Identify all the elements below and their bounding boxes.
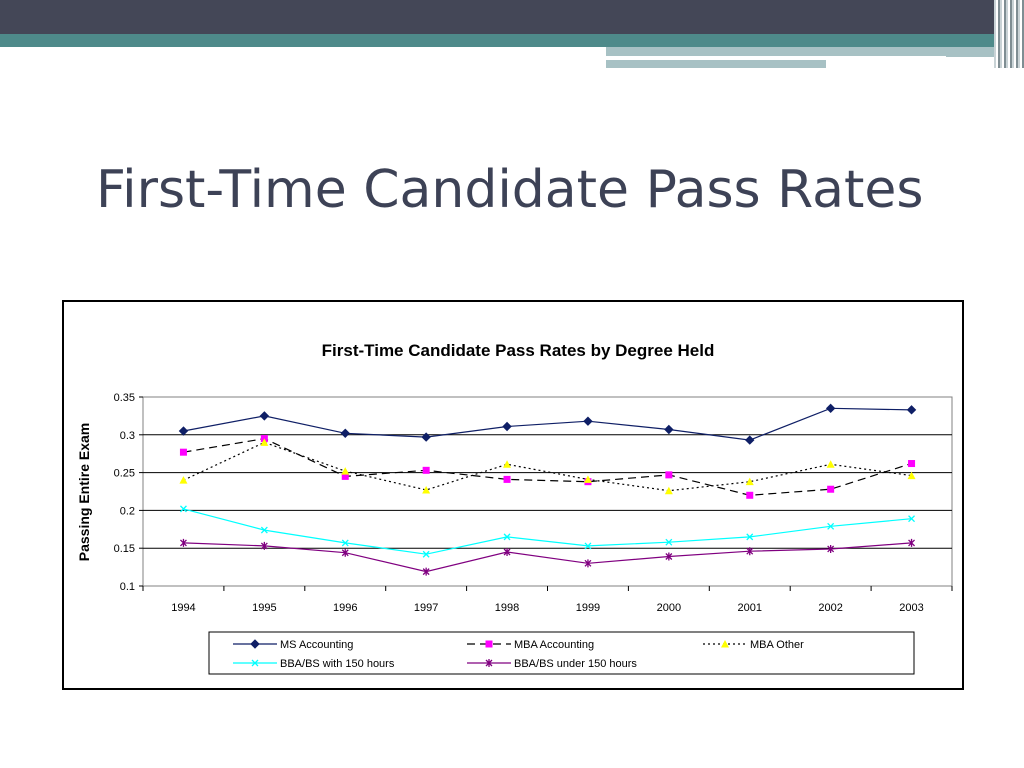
header-banner-line (0, 47, 606, 51)
x-tick-label: 1998 (495, 602, 519, 614)
data-point-4 (665, 552, 673, 561)
data-point-1 (827, 485, 835, 493)
data-point-1 (503, 475, 511, 483)
data-point-4 (422, 567, 430, 576)
data-point-0 (583, 416, 593, 426)
data-point-0 (745, 435, 755, 445)
line-chart: First-Time Candidate Pass Rates by Degre… (76, 341, 953, 675)
x-tick-label: 2003 (899, 602, 923, 614)
data-point-0 (906, 405, 917, 415)
data-point-3 (503, 533, 511, 541)
chart-title: First-Time Candidate Pass Rates by Degre… (322, 341, 715, 360)
data-point-3 (422, 550, 430, 558)
data-point-2 (503, 460, 512, 468)
data-point-2 (341, 467, 350, 475)
x-tick-label: 2001 (738, 602, 762, 614)
data-point-1 (422, 466, 430, 474)
data-point-4 (179, 538, 187, 547)
x-tick-label: 1995 (252, 602, 276, 614)
y-tick-label: 0.1 (120, 581, 135, 593)
data-point-0 (664, 424, 674, 435)
legend-label: MS Accounting (280, 639, 353, 651)
y-tick-label: 0.3 (120, 430, 135, 442)
legend-swatch-marker (485, 659, 493, 667)
x-tick-label: 1999 (576, 602, 600, 614)
data-point-4 (908, 538, 916, 547)
data-point-3 (827, 522, 835, 530)
data-point-2 (583, 475, 592, 483)
data-point-0 (825, 403, 836, 414)
data-point-3 (341, 539, 349, 547)
series-line-1 (183, 437, 912, 496)
header-banner-teal (0, 34, 1024, 47)
data-point-1 (179, 448, 187, 456)
legend-swatch-marker (251, 659, 259, 667)
data-point-2 (664, 486, 673, 495)
data-point-4 (746, 547, 754, 556)
data-point-3 (179, 505, 187, 513)
legend-label: MBA Accounting (514, 639, 594, 651)
chart-legend (208, 631, 915, 675)
series-line-3 (183, 508, 912, 555)
y-tick-label: 0.2 (120, 505, 135, 517)
x-tick-label: 1996 (333, 602, 357, 614)
data-point-1 (746, 491, 754, 499)
data-point-0 (340, 428, 350, 438)
y-tick-label: 0.35 (114, 392, 135, 404)
header-banner-dark (0, 0, 1024, 34)
legend-swatch-marker (250, 639, 260, 649)
data-point-2 (907, 471, 916, 480)
y-tick-label: 0.25 (114, 468, 135, 480)
data-point-0 (502, 421, 512, 432)
data-point-1 (908, 460, 916, 468)
series-line-4 (183, 542, 912, 573)
data-point-0 (178, 426, 189, 436)
data-point-1 (665, 471, 673, 479)
data-point-3 (908, 515, 916, 523)
series-line-2 (183, 441, 912, 492)
data-point-1 (341, 472, 349, 480)
header-banner-accent (606, 47, 1024, 57)
data-point-4 (503, 547, 511, 556)
data-point-2 (826, 460, 835, 468)
data-point-4 (341, 548, 349, 557)
header-banner-accent-line (606, 56, 946, 59)
data-point-2 (745, 477, 754, 486)
data-point-0 (421, 432, 431, 442)
x-tick-label: 2002 (818, 602, 842, 614)
data-point-3 (746, 533, 754, 541)
legend-swatch-marker (721, 640, 729, 648)
x-tick-label: 2000 (657, 602, 681, 614)
data-point-2 (179, 476, 188, 484)
legend-label: MBA Other (750, 639, 804, 651)
legend-swatch-marker (485, 640, 493, 648)
data-point-2 (422, 485, 431, 494)
series-line-0 (183, 407, 912, 441)
data-point-3 (665, 538, 673, 546)
slide-title: First-Time Candidate Pass Rates (96, 160, 924, 220)
legend-label: BBA/BS under 150 hours (514, 658, 637, 670)
chart-frame: First-Time Candidate Pass Rates by Degre… (62, 300, 964, 690)
data-point-4 (827, 544, 835, 553)
data-point-0 (259, 411, 270, 421)
data-point-2 (260, 438, 269, 446)
data-point-3 (584, 542, 592, 550)
y-tick-label: 0.15 (114, 543, 135, 555)
legend-label: BBA/BS with 150 hours (280, 658, 395, 670)
data-point-4 (584, 559, 592, 568)
x-tick-label: 1997 (414, 602, 438, 614)
header-banner-accent-lower (606, 60, 826, 68)
data-point-3 (260, 526, 268, 534)
header-stripes-decoration (994, 0, 1024, 68)
x-tick-label: 1994 (171, 602, 195, 614)
data-point-4 (260, 541, 268, 550)
y-axis-label: Passing Entire Exam (76, 423, 92, 562)
